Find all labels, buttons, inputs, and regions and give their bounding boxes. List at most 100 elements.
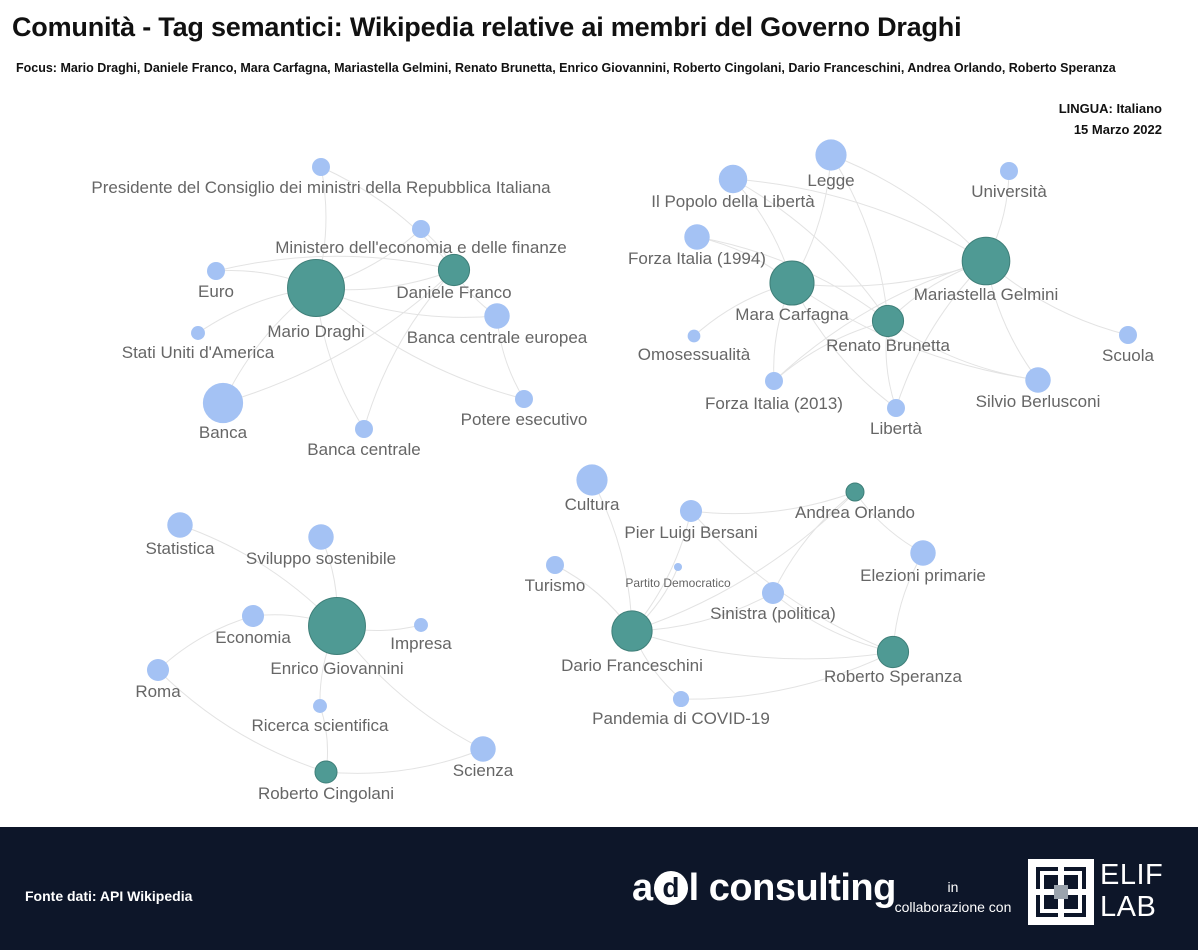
edge-andrea-orlando-elezioni-primarie — [854, 491, 924, 554]
label-mario-draghi: Mario Draghi — [267, 322, 364, 341]
labels-layer: Mario Draghi Daniele Franco Presidente del… — [91, 171, 1154, 803]
label-elezioni-primarie: Elezioni primarie — [860, 566, 986, 585]
label-legge: Legge — [807, 171, 854, 190]
edge-mariastella-gelmini-pdl — [732, 178, 987, 262]
node-forza-italia-1994[interactable] — [684, 224, 710, 250]
elif-lab-logo-icon — [1028, 859, 1094, 925]
node-silvio-berlusconi[interactable] — [1025, 367, 1051, 393]
edge-daniele-franco-banca-centrale — [363, 269, 455, 430]
node-mario-draghi[interactable] — [287, 259, 345, 317]
label-pier-luigi-bersani: Pier Luigi Bersani — [624, 523, 757, 542]
node-pier-luigi-bersani[interactable] — [679, 499, 703, 523]
edge-dario-franceschini-andrea-orlando — [631, 491, 856, 632]
label-impresa: Impresa — [390, 634, 452, 653]
label-bce: Banca centrale europea — [407, 328, 588, 347]
label-daniele-franco: Daniele Franco — [396, 283, 511, 302]
page-title: Comunità - Tag semantici: Wikipedia rela… — [12, 12, 962, 42]
label-roberto-cingolani: Roberto Cingolani — [258, 784, 394, 803]
node-andrea-orlando[interactable] — [845, 482, 865, 502]
node-roma[interactable] — [146, 658, 170, 682]
edge-daniele-franco-presidente-consiglio — [320, 166, 455, 271]
label-partito-democratico: Partito Democratico — [625, 576, 731, 590]
node-omosessualita[interactable] — [687, 329, 701, 343]
label-economia: Economia — [215, 628, 291, 647]
label-andrea-orlando: Andrea Orlando — [795, 503, 915, 522]
label-pdl: Il Popolo della Libertà — [651, 192, 815, 211]
nodes-layer — [146, 139, 1137, 784]
node-scienza[interactable] — [470, 736, 496, 762]
node-banca[interactable] — [202, 382, 244, 424]
node-sinistra-politica[interactable] — [761, 581, 785, 605]
label-mariastella-gelmini: Mariastella Gelmini — [914, 285, 1059, 304]
label-potere-esecutivo: Potere esecutivo — [461, 410, 588, 429]
node-universita[interactable] — [1000, 162, 1018, 180]
label-cultura: Cultura — [565, 495, 620, 514]
edge-mara-carfagna-silvio-berlusconi — [791, 282, 1039, 381]
node-enrico-giovannini[interactable] — [308, 597, 366, 655]
node-partito-democratico[interactable] — [673, 562, 683, 572]
date-label: 15 Marzo 2022 — [1073, 122, 1162, 137]
node-forza-italia-2013[interactable] — [765, 372, 783, 390]
label-forza-italia-1994: Forza Italia (1994) — [628, 249, 766, 268]
label-euro: Euro — [198, 282, 234, 301]
logo-word-consulting: l consulting — [688, 867, 897, 909]
node-pdl[interactable] — [718, 164, 748, 194]
label-forza-italia-2013: Forza Italia (2013) — [705, 394, 843, 413]
label-mara-carfagna: Mara Carfagna — [735, 305, 849, 324]
node-pandemia-covid[interactable] — [672, 690, 690, 708]
node-economia[interactable] — [241, 604, 265, 628]
node-bce[interactable] — [484, 303, 510, 329]
label-renato-brunetta: Renato Brunetta — [826, 336, 950, 355]
focus-subtitle: Focus: Mario Draghi, Daniele Franco, Mar… — [16, 61, 1116, 75]
node-mariastella-gelmini[interactable] — [961, 236, 1011, 286]
node-renato-brunetta[interactable] — [871, 304, 905, 338]
node-statistica[interactable] — [167, 512, 193, 538]
edge-mario-draghi-potere-esecutivo — [315, 287, 525, 400]
node-euro[interactable] — [207, 262, 225, 280]
label-scienza: Scienza — [453, 761, 514, 780]
collaboration-text: in collaborazione con — [886, 877, 1020, 917]
edge-mariastella-gelmini-forza-italia-2013 — [773, 260, 987, 382]
node-dario-franceschini[interactable] — [611, 610, 653, 652]
node-turismo[interactable] — [546, 556, 564, 574]
node-roberto-speranza[interactable] — [876, 635, 910, 669]
edge-renato-brunetta-legge — [830, 154, 889, 322]
node-impresa[interactable] — [414, 618, 428, 632]
node-presidente-consiglio[interactable] — [312, 158, 330, 176]
node-potere-esecutivo[interactable] — [515, 390, 533, 408]
edge-andrea-orlando-sinistra-politica — [772, 491, 856, 594]
node-ricerca-scientifica[interactable] — [313, 699, 327, 713]
label-banca-centrale: Banca centrale — [307, 440, 420, 459]
label-omosessualita: Omosessualità — [638, 345, 751, 364]
report-meta: LINGUA: Italiano 15 Marzo 2022 — [1059, 98, 1162, 140]
node-liberta[interactable] — [887, 399, 905, 417]
label-ricerca-scientifica: Ricerca scientifica — [252, 716, 390, 735]
node-stati-uniti[interactable] — [191, 326, 205, 340]
edge-economia-roma — [157, 615, 254, 671]
edge-renato-brunetta-pdl — [732, 178, 889, 322]
label-ministero-economia: Ministero dell'economia e delle finanze — [275, 238, 566, 257]
label-enrico-giovannini: Enrico Giovannini — [270, 659, 403, 678]
label-roberto-speranza: Roberto Speranza — [824, 667, 963, 686]
edge-daniele-franco-euro — [215, 255, 455, 272]
collab-in: in — [947, 879, 959, 895]
label-universita: Università — [971, 182, 1047, 201]
node-mara-carfagna[interactable] — [769, 260, 815, 306]
node-ministero-economia[interactable] — [412, 220, 430, 238]
edge-roberto-cingolani-scienza — [325, 748, 484, 774]
logo-letter-d: d — [653, 871, 688, 905]
edge-mara-carfagna-mariastella-gelmini — [791, 260, 987, 287]
node-legge[interactable] — [815, 139, 847, 171]
label-roma: Roma — [135, 682, 181, 701]
node-sviluppo-sostenibile[interactable] — [308, 524, 334, 550]
node-elezioni-primarie[interactable] — [910, 540, 936, 566]
edge-pier-luigi-bersani-andrea-orlando — [690, 491, 856, 515]
node-scuola[interactable] — [1119, 326, 1137, 344]
node-daniele-franco[interactable] — [437, 253, 471, 287]
label-scuola: Scuola — [1102, 346, 1155, 365]
edge-pandemia-covid-roberto-speranza — [680, 651, 894, 700]
node-banca-centrale[interactable] — [355, 420, 373, 438]
node-roberto-cingolani[interactable] — [314, 760, 338, 784]
node-cultura[interactable] — [576, 464, 608, 496]
